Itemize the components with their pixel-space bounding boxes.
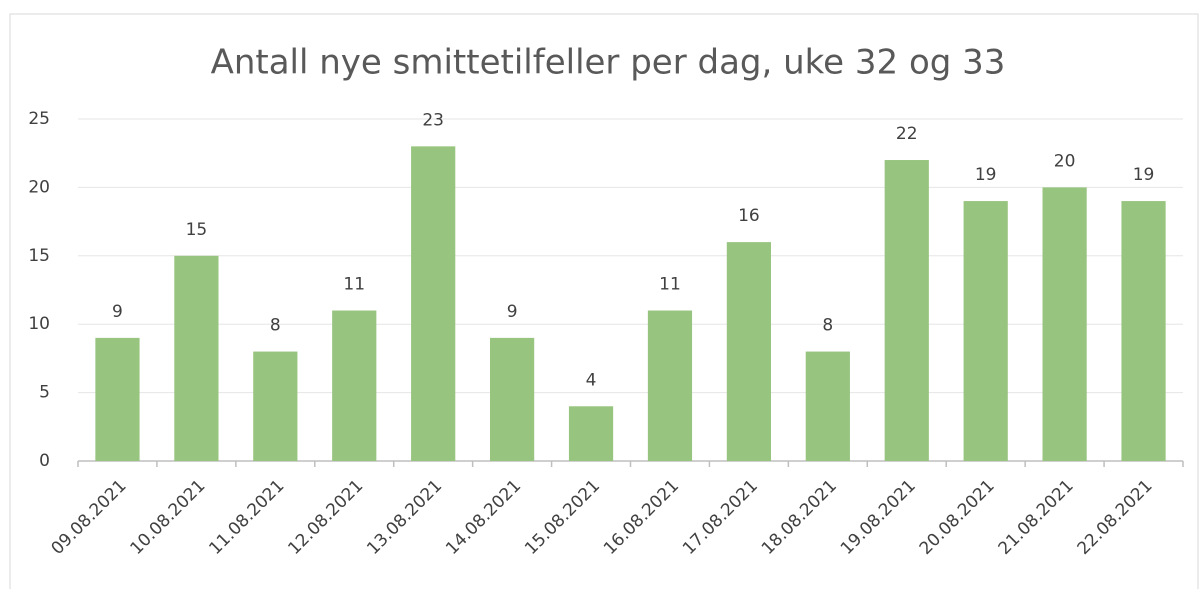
x-tick-label: 17.08.2021 [679,476,762,559]
y-tick-label: 0 [39,451,50,471]
data-label: 4 [586,370,597,390]
x-tick-label: 19.08.2021 [837,476,920,559]
data-label: 15 [186,220,208,240]
bar [1121,201,1166,461]
data-label: 11 [659,275,681,295]
x-tick-label: 09.08.2021 [48,476,131,559]
bar [568,406,614,461]
x-tick-label: 22.08.2021 [1074,476,1157,559]
data-label: 20 [1054,151,1076,171]
x-tick-label: 16.08.2021 [600,476,683,559]
bar [1042,187,1087,461]
bar [174,255,219,461]
data-label: 22 [896,124,918,144]
data-label: 8 [270,316,281,336]
data-label: 9 [112,302,123,322]
x-tick-label: 10.08.2021 [126,476,209,559]
data-label: 19 [1133,165,1155,185]
x-tick-label: 12.08.2021 [284,476,367,559]
bar [253,351,298,461]
y-tick-label: 5 [39,383,50,403]
y-tick-label: 10 [28,314,50,334]
bar [726,242,771,461]
chart-title: Antall nye smittetilfeller per dag, uke … [211,43,1006,83]
bar [884,160,929,462]
y-tick-label: 25 [28,109,50,129]
y-tick-label: 20 [28,177,50,197]
x-tick-label: 18.08.2021 [758,476,841,559]
bar [490,337,535,461]
x-tick-label: 15.08.2021 [521,476,604,559]
x-tick-label: 21.08.2021 [995,476,1078,559]
data-label: 19 [975,165,997,185]
bar [95,337,140,461]
data-label: 11 [343,275,365,295]
data-label: 8 [822,316,833,336]
y-tick-label: 15 [28,246,50,266]
bar [805,351,850,461]
bar [647,310,693,461]
bar [332,310,377,461]
x-tick-label: 11.08.2021 [205,476,288,559]
chart-border [9,13,1199,589]
data-label: 23 [422,110,444,130]
x-tick-label: 13.08.2021 [363,476,446,559]
bar [963,201,1008,461]
bar [411,146,456,462]
data-label: 9 [507,302,518,322]
x-tick-label: 20.08.2021 [916,476,999,559]
x-tick-label: 14.08.2021 [442,476,525,559]
data-label: 16 [738,206,760,226]
